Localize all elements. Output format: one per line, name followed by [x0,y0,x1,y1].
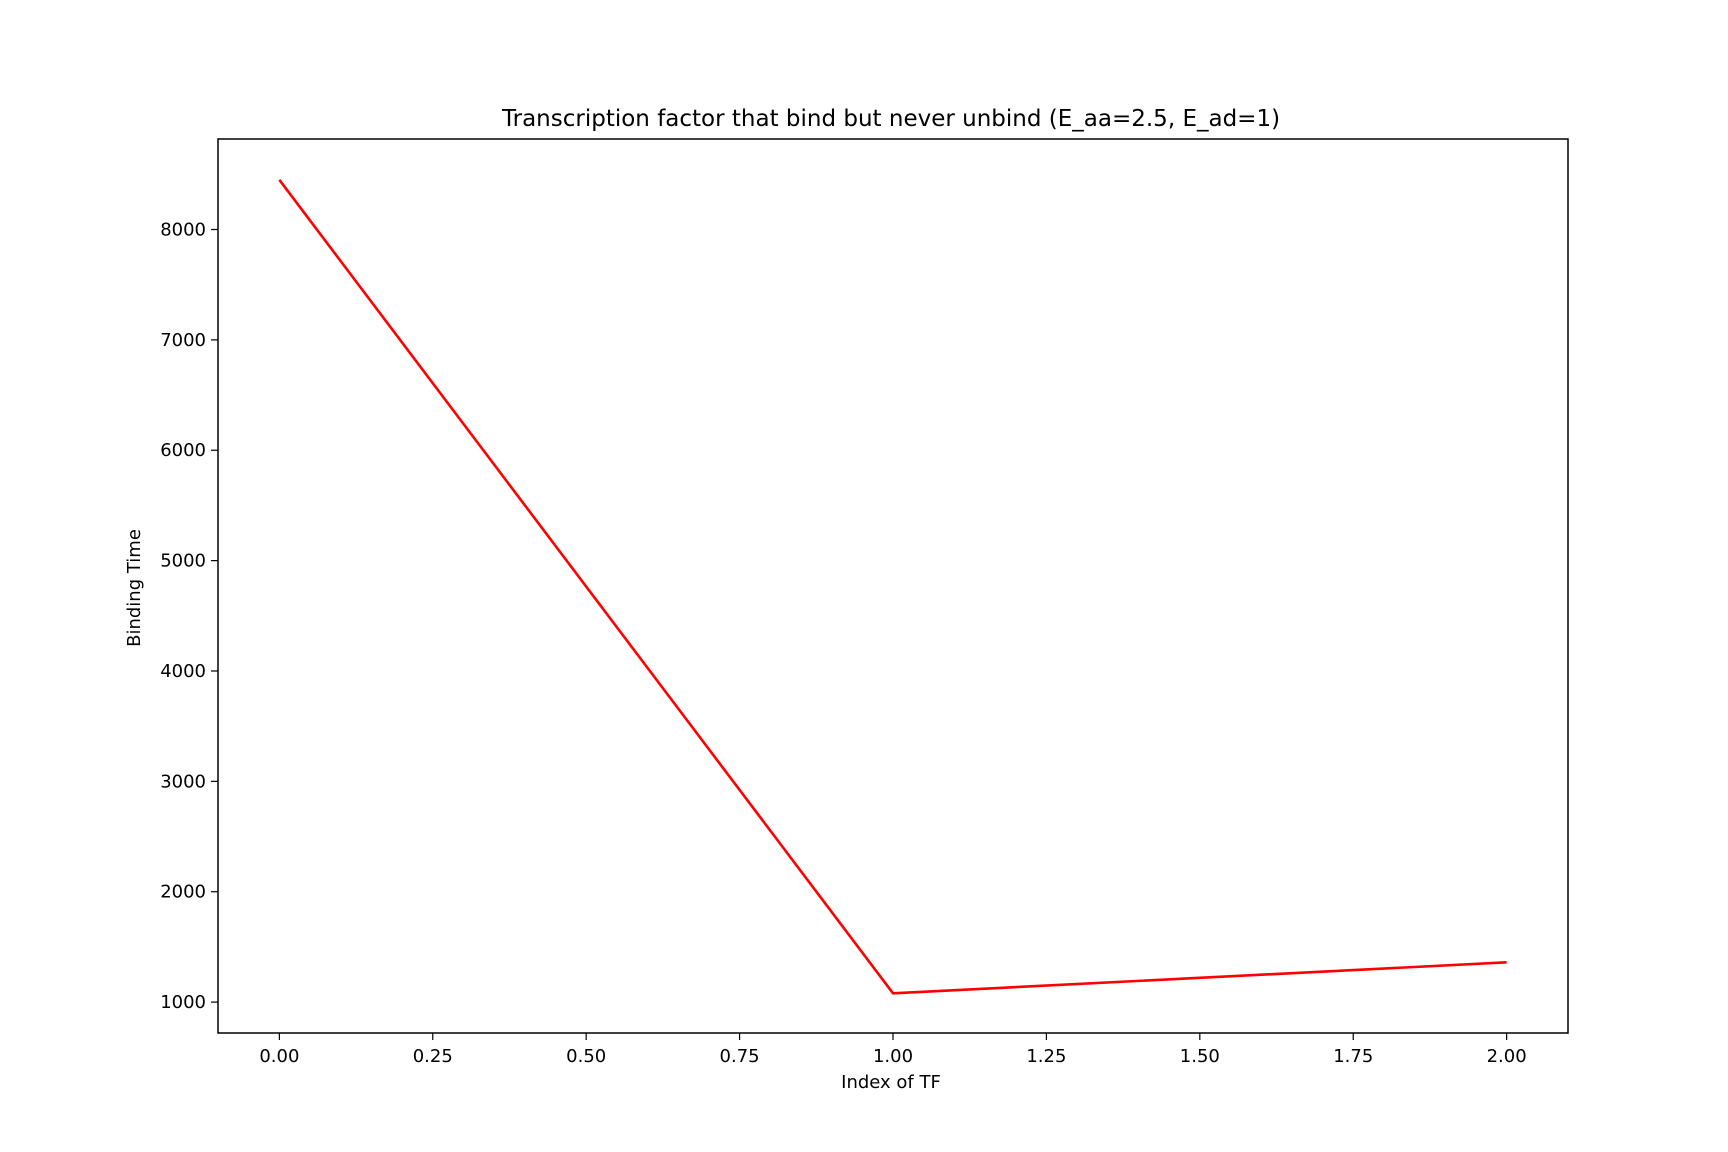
chart-title: Transcription factor that bind but never… [501,106,1280,132]
y-tick-label: 2000 [160,882,206,903]
x-tick-label: 1.75 [1333,1046,1373,1067]
y-tick-label: 4000 [160,661,206,682]
x-axis-label: Index of TF [841,1072,941,1093]
x-tick-label: 1.00 [873,1046,913,1067]
y-axis-label: Binding Time [124,529,145,647]
x-tick-label: 0.50 [566,1046,606,1067]
x-tick-label: 0.25 [413,1046,453,1067]
y-tick-label: 3000 [160,771,206,792]
x-tick-label: 0.75 [720,1046,760,1067]
x-tick-label: 1.25 [1026,1046,1066,1067]
x-axis: 0.00 0.25 0.50 0.75 1.00 1.25 1.50 1.75 2.00 [259,1033,1527,1067]
x-tick-label: 2.00 [1487,1046,1527,1067]
x-tick-label: 0.00 [259,1046,299,1067]
y-tick-label: 6000 [160,440,206,461]
y-axis: 1000 2000 3000 4000 5000 6000 7000 8000 [160,220,218,1013]
y-tick-label: 5000 [160,551,206,572]
y-tick-label: 7000 [160,330,206,351]
series-line-0 [278,179,1507,995]
x-tick-label: 1.50 [1180,1046,1220,1067]
y-tick-label: 8000 [160,220,206,241]
y-tick-label: 1000 [160,992,206,1013]
